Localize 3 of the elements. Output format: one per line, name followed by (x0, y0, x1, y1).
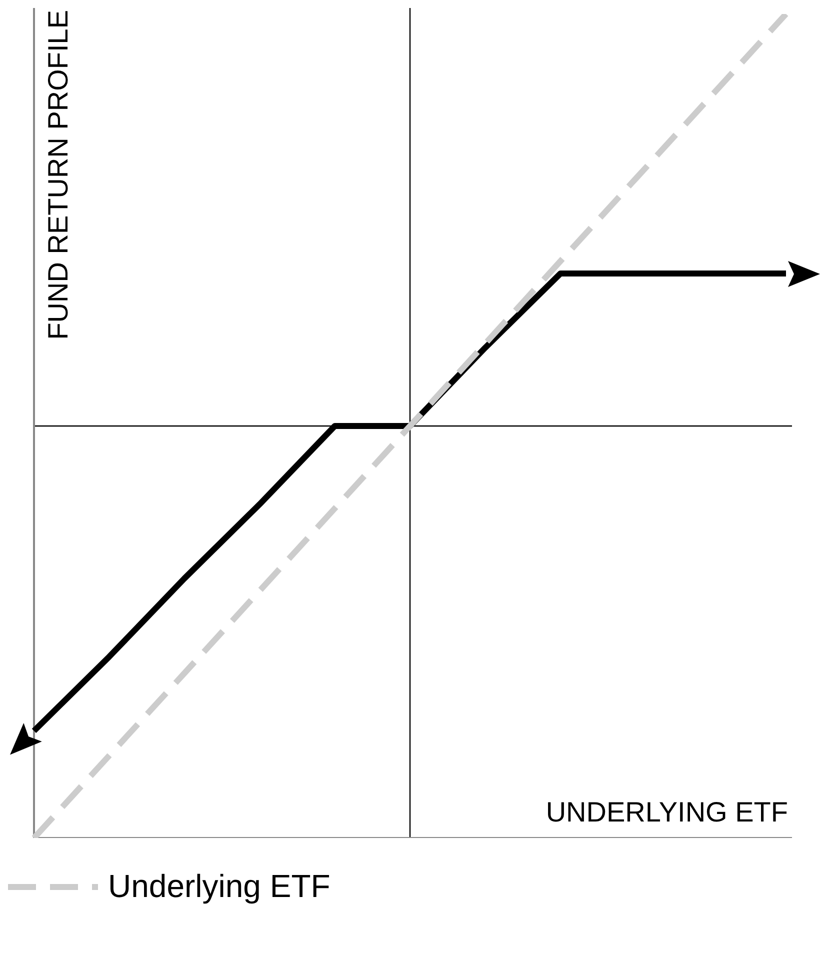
y-axis-title: FUND RETURN PROFILE (42, 10, 74, 340)
legend-label: Underlying ETF (108, 868, 330, 905)
x-axis-title: UNDERLYING ETF (546, 796, 788, 828)
